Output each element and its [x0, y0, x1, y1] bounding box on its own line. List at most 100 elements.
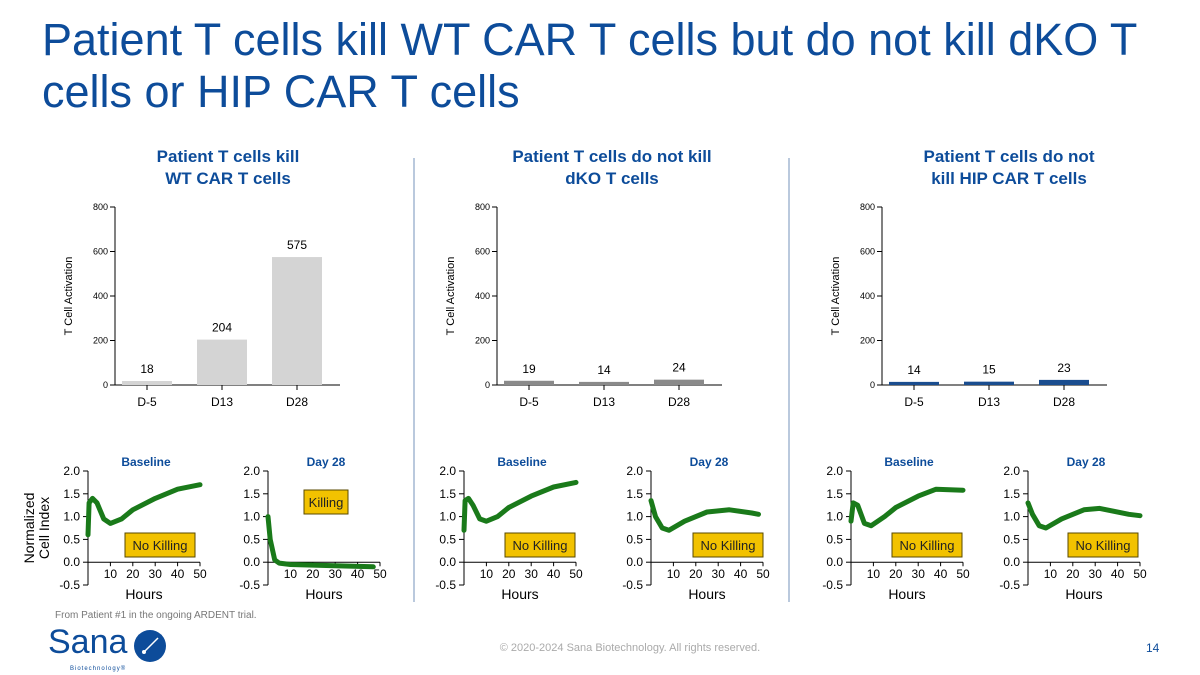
y-tick-label: 2.0 — [626, 464, 643, 478]
annotation-box — [303, 489, 349, 515]
bar-d28 — [272, 257, 322, 385]
x-tick-label: 30 — [525, 567, 539, 581]
x-tick-label: 20 — [1066, 567, 1080, 581]
y-tick-label: 0.5 — [1003, 532, 1020, 546]
bar-data-label: 19 — [522, 362, 536, 376]
y-tick-label: 1.5 — [439, 487, 456, 501]
x-tick-label: D-5 — [904, 395, 924, 409]
x-tick-label: 50 — [756, 567, 770, 581]
bar-data-label: 15 — [982, 363, 996, 377]
y-tick-label: -0.5 — [435, 578, 456, 592]
y-tick-label: 800 — [475, 202, 490, 212]
y-tick-label: 1.5 — [243, 487, 260, 501]
y-tick-label: 2.0 — [63, 464, 80, 478]
y-tick-label: 400 — [475, 291, 490, 301]
x-tick-label: D13 — [211, 395, 233, 409]
annotation-box — [504, 532, 576, 558]
x-tick-label: 30 — [712, 567, 726, 581]
y-tick-label: -0.5 — [999, 578, 1020, 592]
x-tick-label: D13 — [593, 395, 615, 409]
x-tick-label: 40 — [734, 567, 748, 581]
copyright: © 2020-2024 Sana Biotechnology. All righ… — [499, 642, 761, 654]
logo-subtext: Biotechnology® — [70, 665, 126, 672]
y-tick-label: 1.0 — [1003, 510, 1020, 524]
x-axis-label: Hours — [125, 586, 162, 602]
x-tick-label: 30 — [149, 567, 163, 581]
bar-d28 — [1039, 379, 1089, 385]
annotation-label: No Killing — [133, 538, 188, 553]
x-tick-label: 10 — [104, 567, 118, 581]
x-tick-label: 40 — [171, 567, 185, 581]
y-tick-label: -0.5 — [622, 578, 643, 592]
y-tick-label: 0.0 — [439, 555, 456, 569]
panel-title-wt: Patient T cells kill WT CAR T cells — [78, 146, 378, 190]
x-tick-label: 40 — [1111, 567, 1125, 581]
y-tick-label: 1.0 — [243, 510, 260, 524]
annotation-box — [692, 532, 764, 558]
y-tick-label: -0.5 — [239, 578, 260, 592]
panel-title-line2: WT CAR T cells — [165, 169, 291, 188]
cell-index-line — [461, 479, 579, 533]
y-tick-label: 2.0 — [243, 464, 260, 478]
y-axis-label: Normalized — [21, 493, 37, 564]
x-tick-label: 40 — [351, 567, 365, 581]
sana-logo: Sana Biotechnology® — [46, 623, 171, 675]
slide-title: Patient T cells kill WT CAR T cells but … — [42, 14, 1137, 117]
y-tick-label: 600 — [475, 247, 490, 257]
annotation-label: Killing — [309, 495, 344, 510]
cell-index-line — [1025, 500, 1143, 531]
y-tick-label: 1.5 — [63, 487, 80, 501]
x-tick-label: D28 — [1053, 395, 1075, 409]
bar-data-label: 18 — [140, 362, 154, 376]
x-tick-label: 40 — [934, 567, 948, 581]
bar-d13 — [964, 381, 1014, 385]
x-tick-label: 30 — [1089, 567, 1103, 581]
x-tick-label: D28 — [286, 395, 308, 409]
x-tick-label: 10 — [667, 567, 681, 581]
y-tick-label: 400 — [860, 291, 875, 301]
y-tick-label: 800 — [860, 202, 875, 212]
y-tick-label: 1.5 — [1003, 487, 1020, 501]
y-tick-label: 0.0 — [1003, 555, 1020, 569]
bar-d13 — [197, 339, 247, 385]
annotation-box — [891, 532, 963, 558]
y-tick-label: 200 — [860, 336, 875, 346]
cell-index-line — [648, 498, 761, 533]
x-tick-label: 20 — [306, 567, 320, 581]
y-tick-label: -0.5 — [59, 578, 80, 592]
y-tick-label: 0.5 — [243, 532, 260, 546]
y-axis-label: T Cell Activation — [830, 257, 842, 336]
x-tick-label: 40 — [547, 567, 561, 581]
x-tick-label: 10 — [1044, 567, 1058, 581]
y-axis-label: Cell Index — [36, 497, 52, 559]
cell-index-line — [848, 486, 966, 529]
y-tick-label: 1.0 — [63, 510, 80, 524]
y-tick-label: 200 — [93, 336, 108, 346]
line-chart-title: Day 28 — [1067, 455, 1106, 469]
x-tick-label: 10 — [284, 567, 298, 581]
y-tick-label: 0.0 — [826, 555, 843, 569]
y-tick-label: 0.5 — [63, 532, 80, 546]
bar-data-label: 23 — [1057, 361, 1071, 375]
x-tick-label: 50 — [1133, 567, 1147, 581]
x-axis-label: Hours — [1065, 586, 1102, 602]
y-tick-label: 800 — [93, 202, 108, 212]
x-tick-label: 10 — [867, 567, 881, 581]
y-tick-label: 1.0 — [826, 510, 843, 524]
bar-data-label: 14 — [597, 363, 611, 377]
line-chart-title: Day 28 — [690, 455, 729, 469]
annotation-box — [124, 532, 196, 558]
annotation-label: No Killing — [701, 538, 756, 553]
y-tick-label: 0.0 — [243, 555, 260, 569]
bar-data-label: 575 — [287, 238, 307, 252]
panel-title-hip: Patient T cells do not kill HIP CAR T ce… — [859, 146, 1159, 190]
x-tick-label: 50 — [569, 567, 583, 581]
footnote: From Patient #1 in the ongoing ARDENT tr… — [55, 610, 257, 621]
x-axis-label: Hours — [688, 586, 725, 602]
y-tick-label: 2.0 — [439, 464, 456, 478]
line-chart-title: Baseline — [497, 455, 547, 469]
y-tick-label: 0.0 — [626, 555, 643, 569]
logo-text: Sana — [48, 624, 127, 661]
